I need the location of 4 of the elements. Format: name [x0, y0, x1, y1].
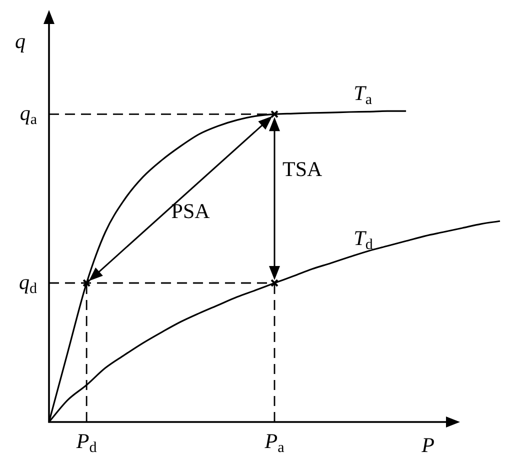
x-axis-title: P	[420, 433, 435, 456]
annotation: PSA	[171, 199, 211, 224]
y-axis-title: q	[15, 29, 26, 53]
annotation: TSA	[282, 157, 324, 182]
